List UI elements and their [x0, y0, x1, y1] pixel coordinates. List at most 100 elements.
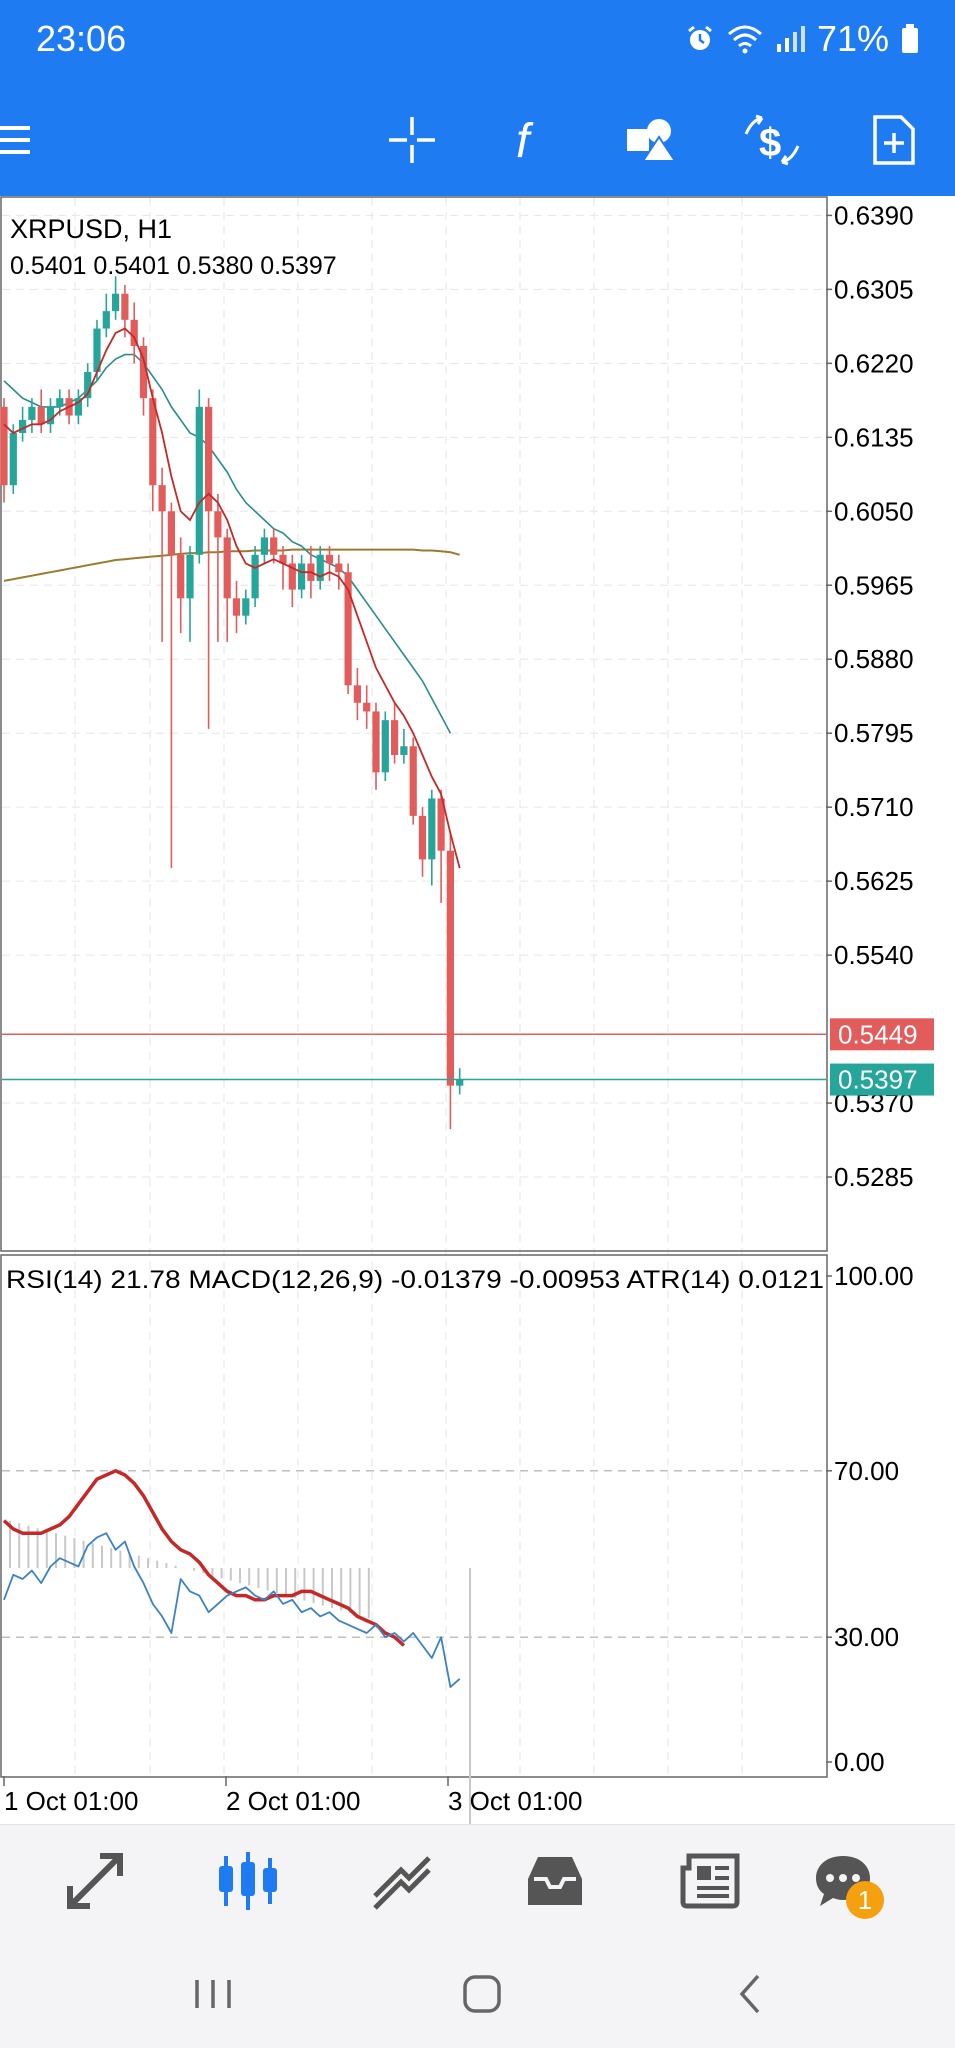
- time-axis-label-1: 2 Oct 01:00: [226, 1786, 360, 1816]
- indicator-marks: [2, 1469, 826, 1936]
- status-bar: 23:06 71%: [0, 0, 955, 84]
- nav-messages[interactable]: 1: [808, 1849, 884, 1919]
- chart-toolbar: f $: [0, 84, 955, 196]
- candle-body-45: [418, 815, 427, 860]
- trade-icon: $: [744, 114, 800, 166]
- price-marks: [0, 276, 826, 1130]
- candle-body-5: [46, 406, 55, 425]
- price-axis-label-4: 0.6050: [834, 496, 914, 526]
- home-button[interactable]: [452, 1966, 512, 2022]
- candle-body-49: [456, 1079, 464, 1086]
- ohlc-label: 0.5401 0.5401 0.5380 0.5397: [10, 252, 337, 280]
- indicator-axis: 100.00 70.00 30.00 0.00: [826, 1261, 914, 1777]
- candle-body-3: [28, 406, 36, 420]
- signal-icon: [776, 26, 805, 52]
- chart-area[interactable]: XRPUSD, H1 0.5401 0.5401 0.5380 0.5397 R…: [0, 196, 955, 1936]
- bid-price-label: 0.5397: [838, 1065, 918, 1095]
- candle-body-12: [112, 293, 120, 312]
- home-icon: [463, 1975, 501, 2013]
- candle-body-29: [270, 537, 278, 555]
- nav-quotes[interactable]: [60, 1849, 130, 1913]
- price-axis: 0.6390 0.6305 0.6220 0.6135 0.6050 0.5965 0.58…: [826, 200, 914, 1192]
- price-axis-label-10: 0.5540: [834, 940, 914, 970]
- candle-body-41: [381, 720, 389, 773]
- system-navigation: [0, 1936, 955, 2048]
- indicators-button[interactable]: f: [500, 108, 564, 172]
- ask-price-label: 0.5449: [838, 1019, 918, 1049]
- nav-history[interactable]: [520, 1849, 590, 1913]
- trade-lines-icon: [373, 1856, 431, 1910]
- candle-body-35: [325, 554, 334, 564]
- back-button[interactable]: [720, 1966, 780, 2022]
- status-icons: 71%: [685, 18, 919, 60]
- symbol-label: XRPUSD, H1: [10, 214, 172, 244]
- bid-price-tag: 0.5397: [830, 1063, 934, 1096]
- candle-body-16: [149, 398, 157, 486]
- candle-body-43: [400, 746, 408, 755]
- price-axis-label-0: 0.6390: [834, 200, 914, 230]
- candle-body-47: [437, 798, 445, 851]
- candle-body-48: [446, 850, 454, 1086]
- svg-text:f: f: [516, 115, 534, 167]
- candle-body-21: [195, 406, 203, 555]
- rsi-line: [3, 1532, 461, 1688]
- back-icon: [739, 1974, 760, 2014]
- candle-body-22: [205, 406, 213, 512]
- candle-body-6: [56, 398, 64, 407]
- objects-button[interactable]: [620, 108, 684, 172]
- candle-body-18: [167, 511, 175, 555]
- candle-body-1: [9, 432, 17, 486]
- price-axis-label-6: 0.5880: [834, 644, 914, 674]
- nav-chart[interactable]: [213, 1849, 283, 1913]
- trade-button[interactable]: $: [740, 108, 804, 172]
- recent-apps-button[interactable]: [183, 1966, 243, 2022]
- indicator-axis-label-1: 70.00: [834, 1456, 899, 1486]
- candle-body-42: [391, 720, 399, 755]
- price-axis-label-5: 0.5965: [834, 570, 914, 600]
- candle-body-44: [409, 746, 417, 816]
- candle-body-19: [177, 554, 185, 599]
- crosshair-button[interactable]: [380, 108, 444, 172]
- inbox-icon: [528, 1857, 582, 1905]
- price-pane-border: [0, 196, 828, 1252]
- candle-body-34: [316, 554, 324, 581]
- nav-news[interactable]: [675, 1849, 745, 1913]
- menu-icon: [0, 126, 30, 154]
- wifi-icon: [727, 25, 762, 54]
- candle-body-27: [251, 554, 259, 599]
- new-order-button[interactable]: [862, 108, 926, 172]
- price-axis-label-9: 0.5625: [834, 866, 914, 896]
- battery-icon: [902, 24, 918, 53]
- chart-canvas[interactable]: XRPUSD, H1 0.5401 0.5401 0.5380 0.5397 R…: [0, 196, 955, 1936]
- time-axis: 1 Oct 01:00 2 Oct 01:00 3 Oct 01:00: [3, 1776, 582, 1816]
- candle-body-23: [214, 511, 222, 538]
- bottom-navigation: 1: [0, 1824, 955, 1937]
- indicator-pane-border: [0, 1254, 828, 1778]
- price-axis-label-7: 0.5795: [834, 718, 914, 748]
- candle-body-40: [372, 711, 380, 773]
- candle-body-10: [93, 328, 101, 373]
- nav-trade[interactable]: [367, 1849, 437, 1913]
- candle-body-32: [298, 563, 306, 590]
- candle-body-0: [0, 406, 8, 486]
- indicator-axis-label-2: 30.00: [834, 1622, 899, 1652]
- candle-body-4: [37, 406, 45, 425]
- candle-body-14: [130, 319, 138, 346]
- candle-body-28: [260, 537, 268, 555]
- price-axis-label-12: 0.5285: [834, 1162, 914, 1192]
- candle-body-2: [19, 419, 27, 433]
- battery-percent: 71%: [816, 18, 889, 59]
- objects-icon: [627, 119, 677, 162]
- candle-body-31: [288, 563, 296, 590]
- price-axis-label-8: 0.5710: [834, 792, 914, 822]
- candle-body-9: [84, 372, 92, 399]
- chart-candles-icon: [219, 1852, 277, 1910]
- candle-body-24: [223, 537, 231, 599]
- slow-moving-average-line: [3, 548, 460, 582]
- crosshair-icon: [389, 117, 435, 163]
- candle-body-46: [428, 798, 436, 860]
- time-axis-label-0: 1 Oct 01:00: [4, 1786, 138, 1816]
- new-order-icon: [873, 115, 915, 165]
- messages-badge: 1: [846, 1881, 884, 1919]
- menu-button[interactable]: [0, 108, 44, 172]
